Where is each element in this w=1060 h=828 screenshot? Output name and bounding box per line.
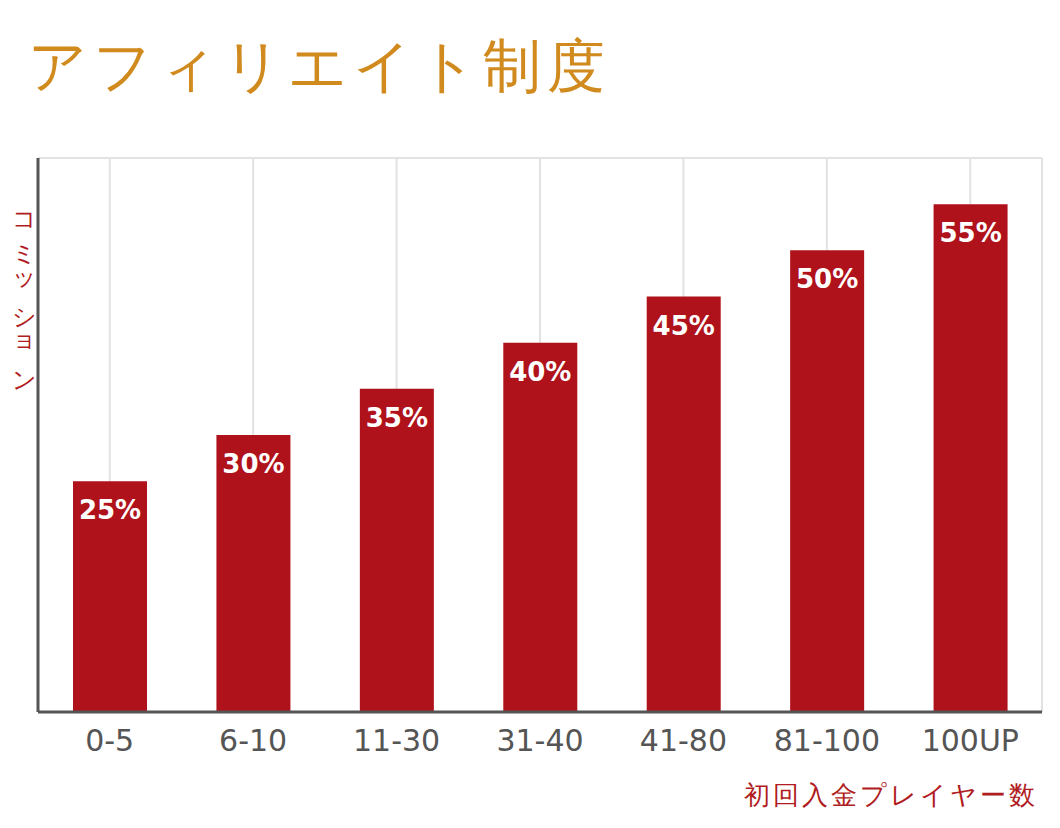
svg-text:55%: 55% (939, 218, 1001, 248)
svg-text:35%: 35% (366, 403, 428, 433)
svg-text:81-100: 81-100 (774, 723, 880, 758)
html-text:コミッション: コミッション (10, 198, 38, 386)
svg-text:11-30: 11-30 (353, 723, 440, 758)
svg-text:41-80: 41-80 (640, 723, 727, 758)
svg-text:50%: 50% (796, 264, 858, 294)
svg-text:100UP: 100UP (922, 723, 1019, 758)
svg-text:45%: 45% (653, 311, 715, 341)
html-text:アフィリエイト制度: アフィリエイト制度 (28, 32, 611, 100)
svg-text:25%: 25% (79, 495, 141, 525)
svg-text:0-5: 0-5 (85, 723, 134, 758)
svg-text:40%: 40% (509, 357, 571, 387)
svg-text:6-10: 6-10 (219, 723, 287, 758)
svg-text:30%: 30% (222, 449, 284, 479)
svg-text:31-40: 31-40 (496, 723, 583, 758)
html-text:初回入金プレイヤー数: 初回入金プレイヤー数 (744, 780, 1038, 810)
